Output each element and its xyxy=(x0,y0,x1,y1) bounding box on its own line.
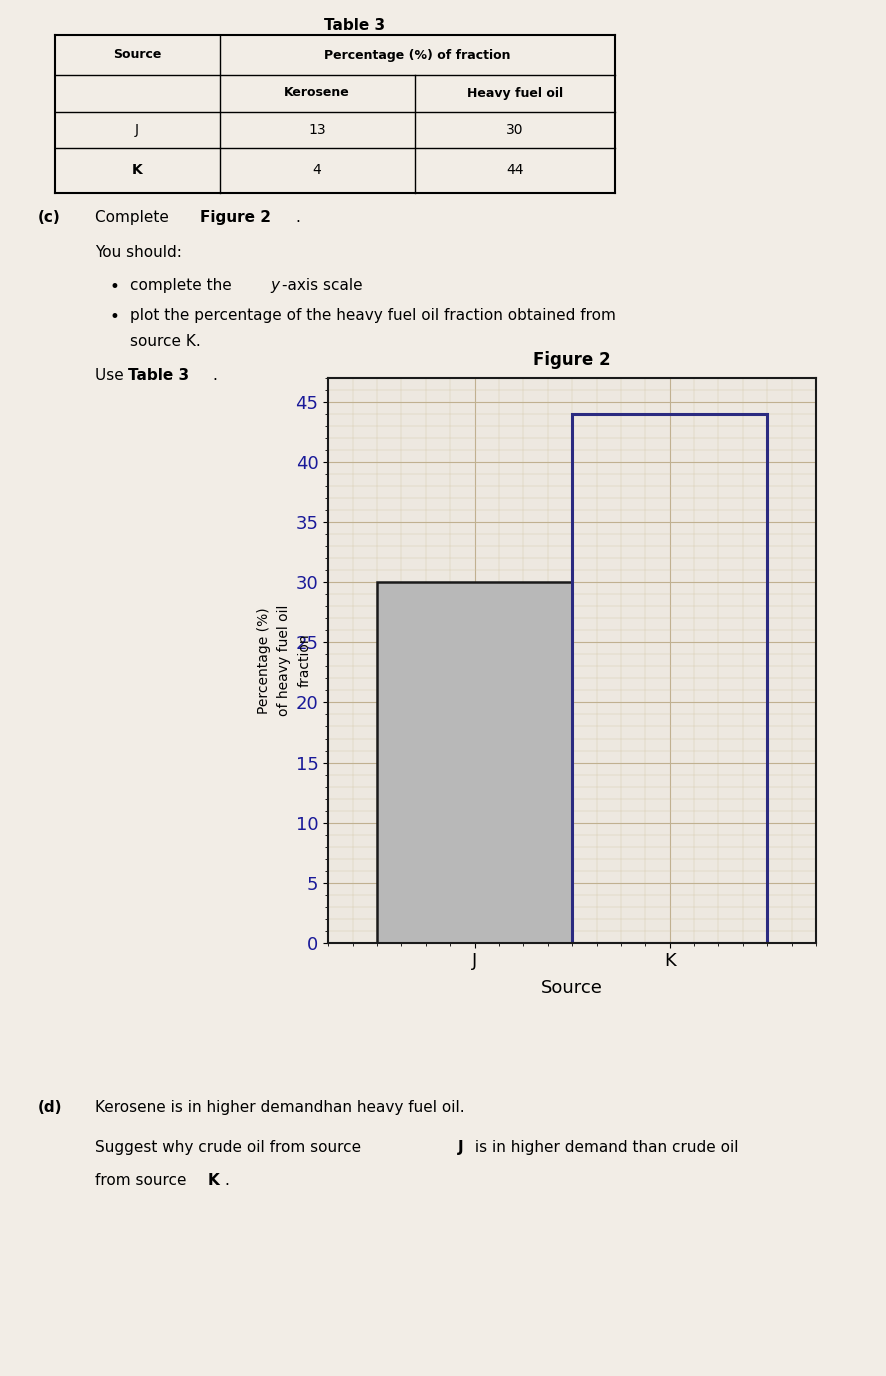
Text: Percentage (%) of fraction: Percentage (%) of fraction xyxy=(323,48,509,62)
Text: Suggest why crude oil from source: Suggest why crude oil from source xyxy=(95,1139,366,1154)
Text: .: . xyxy=(224,1172,229,1187)
Text: is in higher demand than crude oil: is in higher demand than crude oil xyxy=(470,1139,738,1154)
Text: Table 3: Table 3 xyxy=(128,367,189,383)
Text: (c): (c) xyxy=(38,211,60,226)
Text: K: K xyxy=(207,1172,220,1187)
Text: y: y xyxy=(269,278,279,293)
Text: 4: 4 xyxy=(312,162,321,178)
Title: Figure 2: Figure 2 xyxy=(532,351,610,369)
Bar xyxy=(571,414,766,943)
X-axis label: Source: Source xyxy=(540,978,602,996)
Text: Use: Use xyxy=(95,367,128,383)
Text: You should:: You should: xyxy=(95,245,182,260)
Text: Source: Source xyxy=(113,48,161,62)
Text: plot the percentage of the heavy fuel oil fraction obtained from: plot the percentage of the heavy fuel oi… xyxy=(130,308,615,323)
Text: (d): (d) xyxy=(38,1099,62,1115)
Text: 44: 44 xyxy=(506,162,523,178)
Text: J: J xyxy=(135,122,139,138)
Text: Kerosene: Kerosene xyxy=(284,87,349,99)
Text: Table 3: Table 3 xyxy=(324,18,385,33)
Text: Kerosene is in higher demand​han heavy fuel oil.: Kerosene is in higher demand​han heavy f… xyxy=(95,1099,464,1115)
Y-axis label: Percentage (%)
of heavy fuel oil
fraction: Percentage (%) of heavy fuel oil fractio… xyxy=(256,605,312,716)
Text: from source: from source xyxy=(95,1172,191,1187)
Text: •: • xyxy=(110,308,120,326)
Text: Heavy fuel oil: Heavy fuel oil xyxy=(466,87,563,99)
Text: .: . xyxy=(212,367,217,383)
Bar xyxy=(377,582,571,943)
Text: 30: 30 xyxy=(506,122,523,138)
Text: source K.: source K. xyxy=(130,334,200,350)
Text: complete the: complete the xyxy=(130,278,237,293)
Text: K: K xyxy=(131,162,143,178)
Text: •: • xyxy=(110,278,120,296)
Text: -axis scale: -axis scale xyxy=(282,278,362,293)
Text: Figure 2: Figure 2 xyxy=(199,211,271,226)
Text: .: . xyxy=(295,211,299,226)
Text: J: J xyxy=(457,1139,463,1154)
Text: Complete: Complete xyxy=(95,211,174,226)
Text: 13: 13 xyxy=(307,122,325,138)
